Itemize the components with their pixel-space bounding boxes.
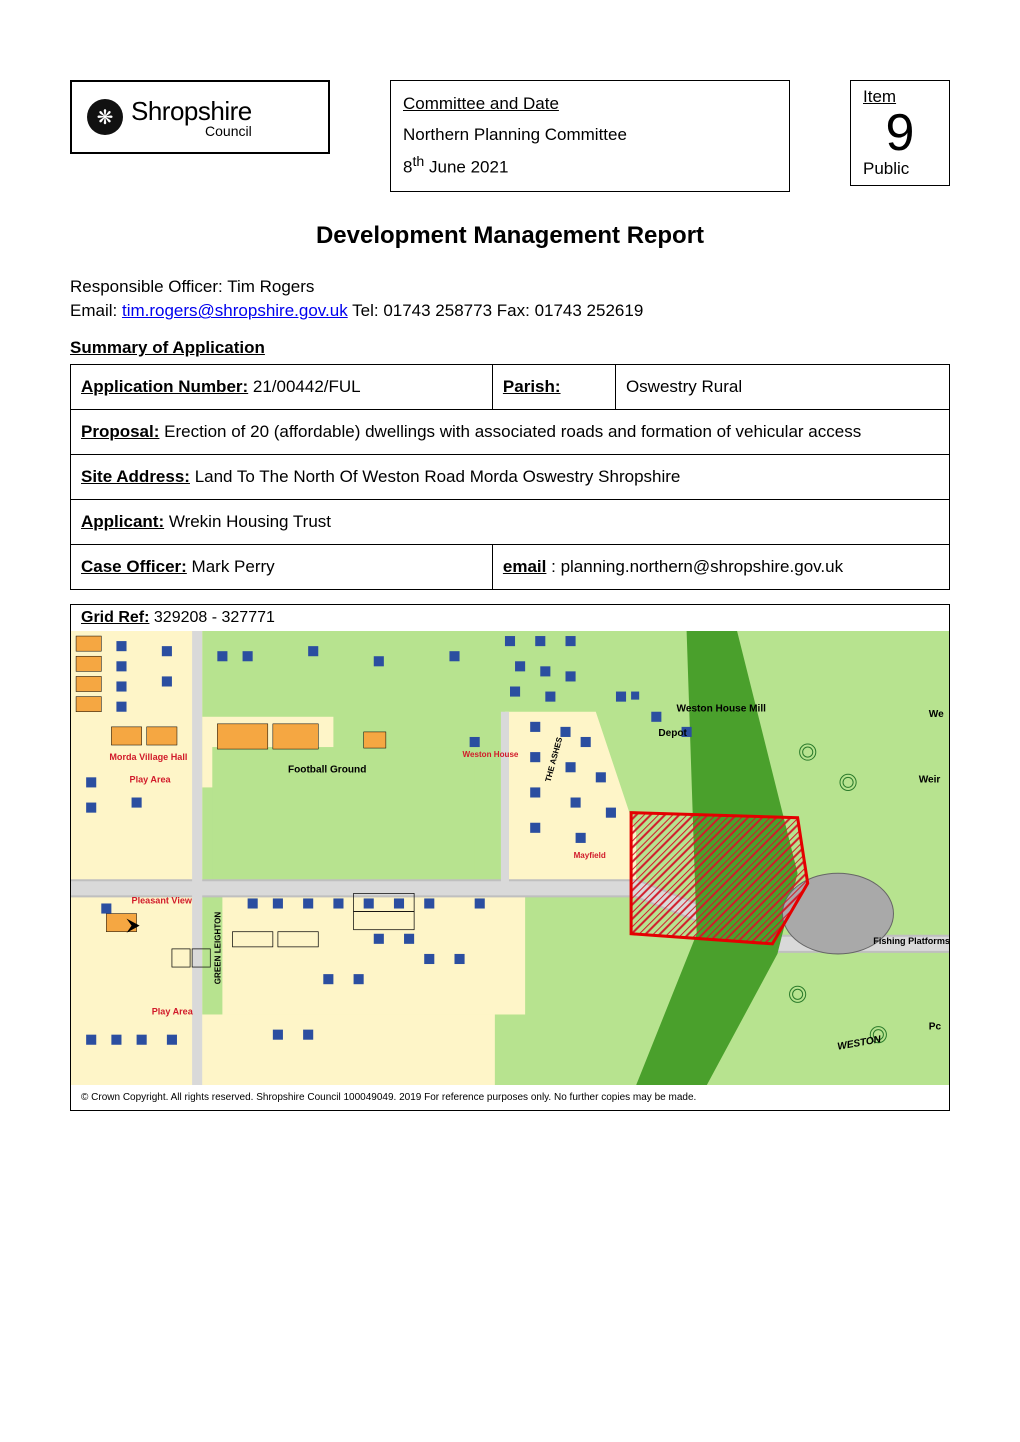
svg-text:Play Area: Play Area bbox=[152, 1007, 194, 1017]
logo-name: Shropshire bbox=[131, 96, 252, 126]
committee-heading: Committee and Date bbox=[403, 89, 777, 120]
svg-text:Football Ground: Football Ground bbox=[288, 764, 366, 775]
case-officer-value: Mark Perry bbox=[187, 557, 275, 576]
fax-label: Fax: bbox=[492, 301, 535, 320]
svg-text:Weston House: Weston House bbox=[463, 750, 519, 759]
officer-email-link[interactable]: tim.rogers@shropshire.gov.uk bbox=[122, 301, 348, 320]
officer-label: Responsible Officer: bbox=[70, 277, 227, 296]
case-officer-cell: Case Officer: Mark Perry bbox=[71, 545, 493, 590]
committee-date-box: Committee and Date Northern Planning Com… bbox=[390, 80, 790, 192]
svg-text:Mayfield: Mayfield bbox=[574, 851, 606, 860]
svg-text:Depot: Depot bbox=[658, 728, 687, 739]
svg-text:GREEN LEIGHTON: GREEN LEIGHTON bbox=[213, 912, 222, 985]
item-box: Item 9 Public bbox=[850, 80, 950, 186]
svg-text:Play Area: Play Area bbox=[130, 774, 172, 784]
applicant-value: Wrekin Housing Trust bbox=[164, 512, 331, 531]
parish-label-cell: Parish: bbox=[492, 365, 615, 410]
svg-text:We: We bbox=[929, 709, 944, 720]
email-cell: email : planning.northern@shropshire.gov… bbox=[492, 545, 949, 590]
parish-value-cell: Oswestry Rural bbox=[615, 365, 949, 410]
proposal-cell: Proposal: Erection of 20 (affordable) dw… bbox=[71, 410, 950, 455]
table-row: Site Address: Land To The North Of Westo… bbox=[71, 455, 950, 500]
app-number-value: 21/00442/FUL bbox=[248, 377, 360, 396]
council-logo: ❋ Shropshire Council bbox=[70, 80, 330, 154]
site-map: Weston House Mill Depot We Weir Fishing … bbox=[71, 631, 949, 1085]
logo-icon: ❋ bbox=[87, 99, 123, 135]
officer-tel: 01743 258773 bbox=[383, 301, 492, 320]
app-number-cell: Application Number: 21/00442/FUL bbox=[71, 365, 493, 410]
table-row: Case Officer: Mark Perry email : plannin… bbox=[71, 545, 950, 590]
officer-fax: 01743 252619 bbox=[535, 301, 644, 320]
svg-text:Morda Village Hall: Morda Village Hall bbox=[109, 752, 187, 762]
tel-label: Tel: bbox=[348, 301, 384, 320]
item-visibility: Public bbox=[863, 159, 937, 179]
summary-heading: Summary of Application bbox=[70, 338, 950, 358]
grid-ref-row: Grid Ref: 329208 - 327771 bbox=[71, 605, 949, 631]
email-label: Email: bbox=[70, 301, 122, 320]
officer-name: Tim Rogers bbox=[227, 277, 314, 296]
officer-info: Responsible Officer: Tim Rogers Email: t… bbox=[70, 275, 950, 323]
svg-text:Weir: Weir bbox=[919, 774, 941, 785]
application-summary-table: Application Number: 21/00442/FUL Parish:… bbox=[70, 364, 950, 590]
email-value: planning.northern@shropshire.gov.uk bbox=[561, 557, 844, 576]
report-title: Development Management Report bbox=[70, 222, 950, 250]
committee-name: Northern Planning Committee bbox=[403, 120, 777, 151]
app-number-label: Application Number: bbox=[81, 377, 248, 396]
proposal-label: Proposal: bbox=[81, 422, 159, 441]
email-label: email bbox=[503, 557, 546, 576]
svg-text:Pc: Pc bbox=[929, 1022, 942, 1033]
grid-ref-value: 329208 - 327771 bbox=[149, 609, 274, 626]
map-copyright: © Crown Copyright. All rights reserved. … bbox=[71, 1085, 949, 1110]
table-row: Applicant: Wrekin Housing Trust bbox=[71, 500, 950, 545]
committee-date: 8th June 2021 bbox=[403, 150, 777, 183]
parish-label: Parish: bbox=[503, 377, 561, 396]
header-row: ❋ Shropshire Council Committee and Date … bbox=[70, 80, 950, 192]
table-row: Proposal: Erection of 20 (affordable) dw… bbox=[71, 410, 950, 455]
logo-text-group: Shropshire Council bbox=[131, 96, 252, 139]
applicant-label: Applicant: bbox=[81, 512, 164, 531]
proposal-value: Erection of 20 (affordable) dwellings wi… bbox=[159, 422, 861, 441]
grid-ref-label: Grid Ref: bbox=[81, 609, 149, 626]
svg-text:Fishing Platforms: Fishing Platforms bbox=[873, 936, 949, 946]
site-value: Land To The North Of Weston Road Morda O… bbox=[190, 467, 680, 486]
map-container: Grid Ref: 329208 - 327771 bbox=[70, 604, 950, 1111]
table-row: Application Number: 21/00442/FUL Parish:… bbox=[71, 365, 950, 410]
site-cell: Site Address: Land To The North Of Westo… bbox=[71, 455, 950, 500]
svg-text:Weston House Mill: Weston House Mill bbox=[677, 704, 767, 715]
case-officer-label: Case Officer: bbox=[81, 557, 187, 576]
site-label: Site Address: bbox=[81, 467, 190, 486]
svg-text:Pleasant View: Pleasant View bbox=[132, 896, 193, 906]
applicant-cell: Applicant: Wrekin Housing Trust bbox=[71, 500, 950, 545]
item-number: 9 bbox=[863, 107, 937, 159]
